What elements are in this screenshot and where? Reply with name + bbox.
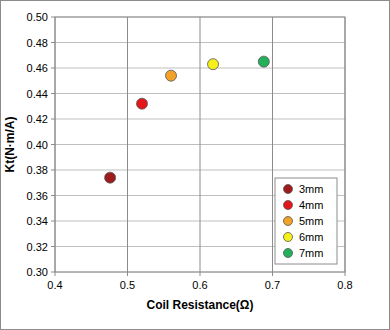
point [105,172,116,183]
legend-marker [284,185,293,194]
y-tick [51,170,55,171]
x-tick-label: 0.8 [337,279,352,291]
y-tick [51,246,55,247]
y-tick-label: 0.34 [27,215,48,227]
y-tick [51,68,55,69]
point [208,59,219,70]
legend-label: 5mm [299,215,323,227]
y-tick-label: 0.40 [27,139,48,151]
y-tick [51,93,55,94]
x-tick [200,272,201,276]
y-tick-label: 0.30 [27,266,48,278]
legend-box [275,178,337,264]
points [105,56,270,183]
legend-marker [284,217,293,226]
legend-label: 4mm [299,199,323,211]
x-tick [272,272,273,276]
y-tick-label: 0.32 [27,241,48,253]
y-tick [51,195,55,196]
y-axis-title: Kt(N·m/A) [3,117,17,173]
plot-area [55,17,345,272]
x-grid-line [200,17,201,272]
legend: 3mm 4mm 5mm 6mm 7mm [275,178,337,264]
chart-border [1,1,390,330]
x-tick [345,272,346,276]
x-grid-line [272,17,273,272]
x-tick-label: 0.7 [265,279,280,291]
y-tick-label: 0.50 [27,11,48,23]
x-tick-label: 0.5 [120,279,135,291]
y-tick-label: 0.48 [27,37,48,49]
x-tick-label: 0.4 [47,279,62,291]
y-tick-label: 0.38 [27,164,48,176]
x-tick-label: 0.6 [192,279,207,291]
legend-label: 6mm [299,231,323,243]
point [166,70,177,81]
y-tick-label: 0.36 [27,190,48,202]
axes: 0.30 0.32 0.34 0.36 0.38 0.40 0.42 0.44 0.46 0.48… [27,11,353,291]
grid [55,17,345,272]
x-tick [127,272,128,276]
legend-label: 7mm [299,247,323,259]
y-tick [51,42,55,43]
y-tick [51,144,55,145]
y-tick-label: 0.46 [27,62,48,74]
y-tick [51,17,55,18]
point [258,56,269,67]
y-tick [51,119,55,120]
point [137,98,148,109]
x-tick [55,272,56,276]
y-tick [51,272,55,273]
y-tick [51,221,55,222]
legend-marker [284,249,293,258]
plot-frame [55,17,345,272]
y-tick-label: 0.42 [27,113,48,125]
chart: 0.30 0.32 0.34 0.36 0.38 0.40 0.42 0.44 0.46 0.48… [0,0,390,330]
x-axis-title: Coil Resistance(Ω) [147,298,254,312]
legend-label: 3mm [299,183,323,195]
legend-marker [284,201,293,210]
y-tick-label: 0.44 [27,88,48,100]
x-grid-line [127,17,128,272]
legend-marker [284,233,293,242]
